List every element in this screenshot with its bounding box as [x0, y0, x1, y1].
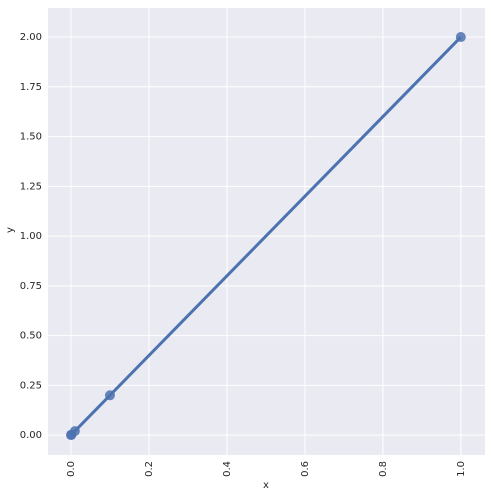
y-tick-label: 2.00 [20, 32, 42, 43]
x-tick-label: 0.4 [222, 461, 233, 477]
y-tick-label: 1.50 [20, 132, 42, 143]
y-tick-label: 1.75 [20, 82, 42, 93]
point [69, 426, 80, 437]
y-tick-label: 0.25 [20, 380, 42, 391]
point [455, 32, 466, 43]
x-tick-label: 0.0 [66, 461, 77, 477]
y-tick-label: 0.50 [20, 331, 42, 342]
plot-area [48, 8, 485, 455]
fit-line [69, 36, 462, 437]
y-axis-label: y [5, 227, 16, 233]
y-tick-label: 0.00 [20, 430, 42, 441]
x-tick-label: 0.6 [300, 461, 311, 477]
y-tick-label: 0.75 [20, 281, 42, 292]
y-tick-label: 1.00 [20, 231, 42, 242]
y-tick-label: 1.25 [20, 181, 42, 192]
x-axis-label: x [263, 480, 269, 491]
x-tick-label: 1.0 [456, 461, 467, 477]
x-tick-label: 0.2 [144, 461, 155, 477]
point [104, 390, 115, 401]
x-tick-label: 0.8 [378, 461, 389, 477]
